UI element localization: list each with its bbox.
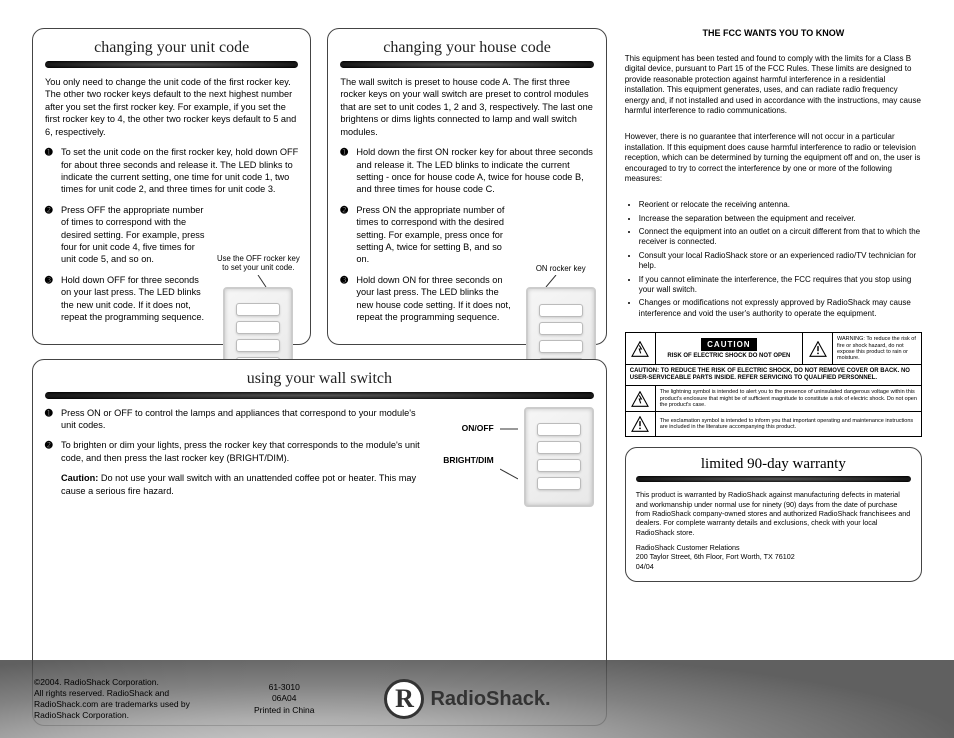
caution-label: CAUTION bbox=[701, 338, 756, 351]
bolt-icon bbox=[626, 333, 656, 364]
rocker bbox=[537, 459, 581, 472]
pointer-line bbox=[218, 275, 298, 287]
using-step-2: To brighten or dim your lights, press th… bbox=[61, 439, 422, 464]
unit-code-title: changing your unit code bbox=[45, 39, 298, 57]
unit-switch-caption: Use the OFF rocker key to set your unit … bbox=[216, 254, 300, 273]
warranty-addr: RadioShack Customer Relations 200 Taylor… bbox=[636, 543, 911, 571]
using-title: using your wall switch bbox=[45, 370, 594, 388]
risk-text: RISK OF ELECTRIC SHOCK DO NOT OPEN bbox=[667, 353, 790, 360]
copyright: ©2004. RadioShack Corporation. All right… bbox=[34, 677, 214, 721]
house-step-2: Press ON the appropriate number of times… bbox=[356, 204, 593, 266]
caution-r3: The lightning symbol is intended to aler… bbox=[656, 386, 921, 411]
catalog-number: 61-3010 06A04 Printed in China bbox=[254, 682, 314, 715]
rocker bbox=[539, 304, 583, 317]
title-bar bbox=[45, 61, 298, 68]
using-labels: ON/OFF BRIGHT/DIM bbox=[443, 407, 494, 465]
rocker bbox=[236, 321, 280, 334]
warranty-title: limited 90-day warranty bbox=[636, 456, 911, 473]
title-bar bbox=[45, 392, 594, 399]
fcc-title: THE FCC WANTS YOU TO KNOW bbox=[625, 28, 922, 38]
title-bar bbox=[636, 476, 911, 482]
onoff-label: ON/OFF bbox=[443, 423, 494, 433]
fcc-bullets: Reorient or relocate the receiving anten… bbox=[625, 200, 922, 322]
footer: ©2004. RadioShack Corporation. All right… bbox=[0, 660, 954, 738]
using-switch-figure: ON/OFF BRIGHT/DIM bbox=[434, 407, 594, 507]
rocker bbox=[539, 322, 583, 335]
rocker bbox=[236, 339, 280, 352]
brand-name: RadioShack. bbox=[430, 688, 550, 711]
unit-code-panel: changing your unit code You only need to… bbox=[32, 28, 311, 345]
warning-text: WARNING: To reduce the risk of fire or s… bbox=[833, 333, 921, 364]
rocker bbox=[537, 423, 581, 436]
house-switch-caption: ON rocker key bbox=[526, 264, 596, 273]
exclaim-icon bbox=[626, 412, 656, 436]
unit-step-1: To set the unit code on the first rocker… bbox=[61, 146, 298, 196]
pointer-line bbox=[526, 275, 596, 287]
fcc-b1: Reorient or relocate the receiving anten… bbox=[639, 200, 922, 210]
house-code-intro: The wall switch is preset to house code … bbox=[340, 76, 593, 138]
fcc-b3: Connect the equipment into an outlet on … bbox=[639, 227, 922, 248]
rocker bbox=[537, 441, 581, 454]
bolt-icon bbox=[626, 386, 656, 411]
caution-box: CAUTION RISK OF ELECTRIC SHOCK DO NOT OP… bbox=[625, 332, 922, 437]
fcc-b5: If you cannot eliminate the interference… bbox=[639, 275, 922, 296]
rocker bbox=[236, 303, 280, 316]
using-step-1: Press ON or OFF to control the lamps and… bbox=[61, 407, 422, 432]
unit-code-intro: You only need to change the unit code of… bbox=[45, 76, 298, 138]
caution-r2: CAUTION: TO REDUCE THE RISK OF ELECTRIC … bbox=[626, 365, 921, 385]
logo-r-icon: R bbox=[384, 679, 424, 719]
rocker bbox=[537, 477, 581, 490]
left-column: changing your unit code You only need to… bbox=[32, 28, 607, 726]
page: changing your unit code You only need to… bbox=[0, 0, 954, 738]
using-caution: Caution: Caution: Do not use your wall s… bbox=[45, 472, 422, 497]
footer-content: ©2004. RadioShack Corporation. All right… bbox=[34, 677, 551, 721]
fcc-b4: Consult your local RadioShack store or a… bbox=[639, 251, 922, 272]
house-code-panel: changing your house code The wall switch… bbox=[327, 28, 606, 345]
fcc-b6: Changes or modifications not expressly a… bbox=[639, 298, 922, 319]
house-code-title: changing your house code bbox=[340, 39, 593, 57]
warranty-text: This product is warranted by RadioShack … bbox=[636, 490, 911, 537]
fcc-p2: However, there is no guarantee that inte… bbox=[625, 132, 922, 184]
caution-row-2: CAUTION: TO REDUCE THE RISK OF ELECTRIC … bbox=[626, 365, 921, 386]
logo: R RadioShack. bbox=[384, 679, 550, 719]
house-step-1: Hold down the first ON rocker key for ab… bbox=[356, 146, 593, 196]
rocker bbox=[539, 340, 583, 353]
caution-row-3: The lightning symbol is intended to aler… bbox=[626, 386, 921, 412]
caution-row-4: The exclamation symbol is intended to in… bbox=[626, 412, 921, 436]
title-bar bbox=[340, 61, 593, 68]
using-text: Press ON or OFF to control the lamps and… bbox=[45, 407, 422, 507]
wall-switch-icon bbox=[524, 407, 594, 507]
top-row: changing your unit code You only need to… bbox=[32, 28, 607, 345]
right-column: THE FCC WANTS YOU TO KNOW This equipment… bbox=[625, 28, 922, 726]
caution-row-1: CAUTION RISK OF ELECTRIC SHOCK DO NOT OP… bbox=[626, 333, 921, 365]
caution-center: CAUTION RISK OF ELECTRIC SHOCK DO NOT OP… bbox=[656, 333, 803, 364]
fcc-p1: This equipment has been tested and found… bbox=[625, 54, 922, 116]
pointer-lines bbox=[500, 407, 518, 497]
using-steps: Press ON or OFF to control the lamps and… bbox=[45, 407, 422, 465]
using-row: Press ON or OFF to control the lamps and… bbox=[45, 407, 594, 507]
exclaim-icon bbox=[803, 333, 833, 364]
brightdim-label: BRIGHT/DIM bbox=[443, 455, 494, 465]
caution-r4: The exclamation symbol is intended to in… bbox=[656, 412, 921, 436]
fcc-b2: Increase the separation between the equi… bbox=[639, 214, 922, 224]
warranty-panel: limited 90-day warranty This product is … bbox=[625, 447, 922, 582]
